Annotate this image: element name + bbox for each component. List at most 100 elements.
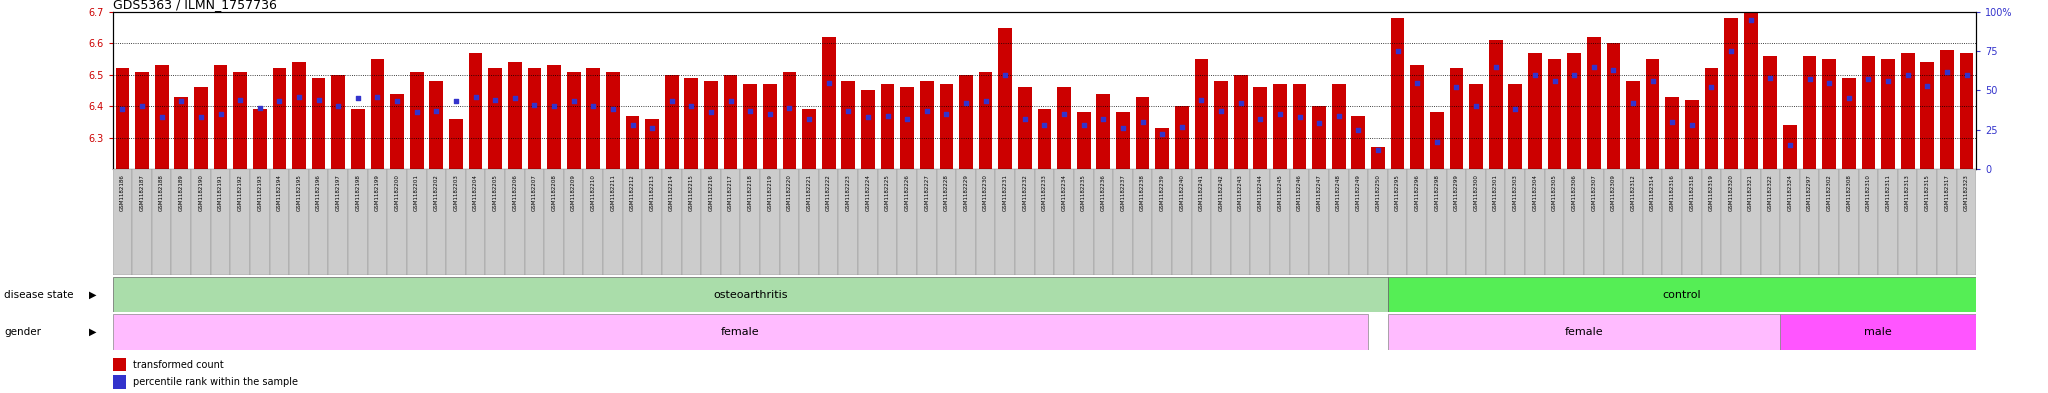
Text: GSM1182194: GSM1182194 (276, 174, 283, 211)
Point (1559, 72, 1591, 78)
Text: GSM1182230: GSM1182230 (983, 174, 987, 211)
Bar (1704, 68, 1718, 169)
Bar (956, 169, 975, 275)
Point (1696, 84, 1729, 90)
Bar (115, 68, 129, 169)
Text: GSM1182235: GSM1182235 (1081, 174, 1085, 211)
Bar (1642, 169, 1663, 275)
Bar (1468, 84, 1483, 169)
Point (715, 98, 748, 105)
Text: GSM1182246: GSM1182246 (1296, 174, 1303, 211)
Point (1008, 116, 1040, 122)
Point (479, 97, 512, 103)
Text: GSM1182312: GSM1182312 (1630, 174, 1636, 211)
Bar (1446, 169, 1466, 275)
Bar (1937, 169, 1956, 275)
Bar (1155, 128, 1169, 169)
Bar (1427, 169, 1446, 275)
Bar (1583, 169, 1604, 275)
Text: GSM1182303: GSM1182303 (1513, 174, 1518, 211)
Point (1950, 72, 1982, 78)
Bar (1210, 169, 1231, 275)
Point (852, 114, 885, 120)
Bar (1509, 84, 1522, 169)
Text: GSM1182240: GSM1182240 (1180, 174, 1184, 211)
Text: GSM1182196: GSM1182196 (315, 174, 322, 211)
Bar (645, 119, 659, 169)
Bar (1860, 169, 1878, 275)
Bar (469, 53, 483, 169)
Text: GSM1182186: GSM1182186 (121, 174, 125, 211)
Text: GSM1182204: GSM1182204 (473, 174, 477, 211)
Bar (408, 169, 426, 275)
Bar (311, 78, 326, 169)
Text: GSM1182228: GSM1182228 (944, 174, 948, 211)
Text: GSM1182249: GSM1182249 (1356, 174, 1360, 211)
Bar (270, 169, 289, 275)
Bar (1898, 169, 1917, 275)
Bar (1034, 169, 1055, 275)
Bar (1882, 59, 1894, 169)
Text: GSM1182208: GSM1182208 (551, 174, 557, 211)
Point (1049, 111, 1081, 117)
Text: GDS5363 / ILMN_1757736: GDS5363 / ILMN_1757736 (113, 0, 276, 11)
Text: GSM1182305: GSM1182305 (1552, 174, 1556, 211)
Point (125, 103, 158, 109)
Text: GSM1182307: GSM1182307 (1591, 174, 1595, 211)
Bar (1960, 53, 1974, 169)
Text: GSM1182238: GSM1182238 (1141, 174, 1145, 211)
Bar (760, 169, 780, 275)
Text: GSM1182248: GSM1182248 (1335, 174, 1341, 211)
Bar (1626, 81, 1640, 169)
Bar (135, 72, 150, 169)
Bar (782, 72, 797, 169)
Bar (1077, 112, 1092, 169)
Text: GSM1182226: GSM1182226 (905, 174, 909, 211)
Point (969, 98, 1001, 105)
Bar (113, 314, 1368, 350)
Text: GSM1182218: GSM1182218 (748, 174, 754, 211)
Bar (387, 169, 408, 275)
Bar (410, 72, 424, 169)
Text: gender: gender (4, 327, 41, 337)
Bar (586, 68, 600, 169)
Text: GSM1182192: GSM1182192 (238, 174, 242, 211)
Bar (252, 109, 266, 169)
Point (1753, 75, 1786, 81)
Bar (563, 169, 584, 275)
Bar (547, 65, 561, 169)
Bar (152, 169, 172, 275)
Bar (705, 81, 719, 169)
Bar (524, 169, 545, 275)
Point (342, 95, 375, 101)
Point (1341, 127, 1374, 133)
Bar (897, 169, 918, 275)
Bar (1313, 106, 1325, 169)
Text: GSM1182195: GSM1182195 (297, 174, 301, 211)
Bar (1309, 169, 1329, 275)
Bar (997, 28, 1012, 169)
Bar (936, 169, 956, 275)
Bar (506, 169, 524, 275)
Bar (1702, 169, 1720, 275)
Point (1421, 139, 1454, 145)
Bar (508, 62, 522, 169)
Text: GSM1182212: GSM1182212 (631, 174, 635, 211)
Bar (838, 169, 858, 275)
Point (1714, 48, 1747, 54)
Bar (1761, 169, 1780, 275)
Point (1303, 120, 1335, 127)
Text: GSM1182187: GSM1182187 (139, 174, 145, 211)
Bar (975, 169, 995, 275)
Bar (567, 72, 580, 169)
Text: GSM1182227: GSM1182227 (924, 174, 930, 211)
Bar (1544, 169, 1565, 275)
Text: GSM1182224: GSM1182224 (866, 174, 870, 211)
Text: GSM1182188: GSM1182188 (160, 174, 164, 211)
Text: GSM1182304: GSM1182304 (1532, 174, 1538, 211)
Text: GSM1182316: GSM1182316 (1669, 174, 1675, 211)
Point (1106, 125, 1139, 131)
Bar (233, 72, 248, 169)
Text: GSM1182223: GSM1182223 (846, 174, 850, 211)
Bar (426, 169, 446, 275)
